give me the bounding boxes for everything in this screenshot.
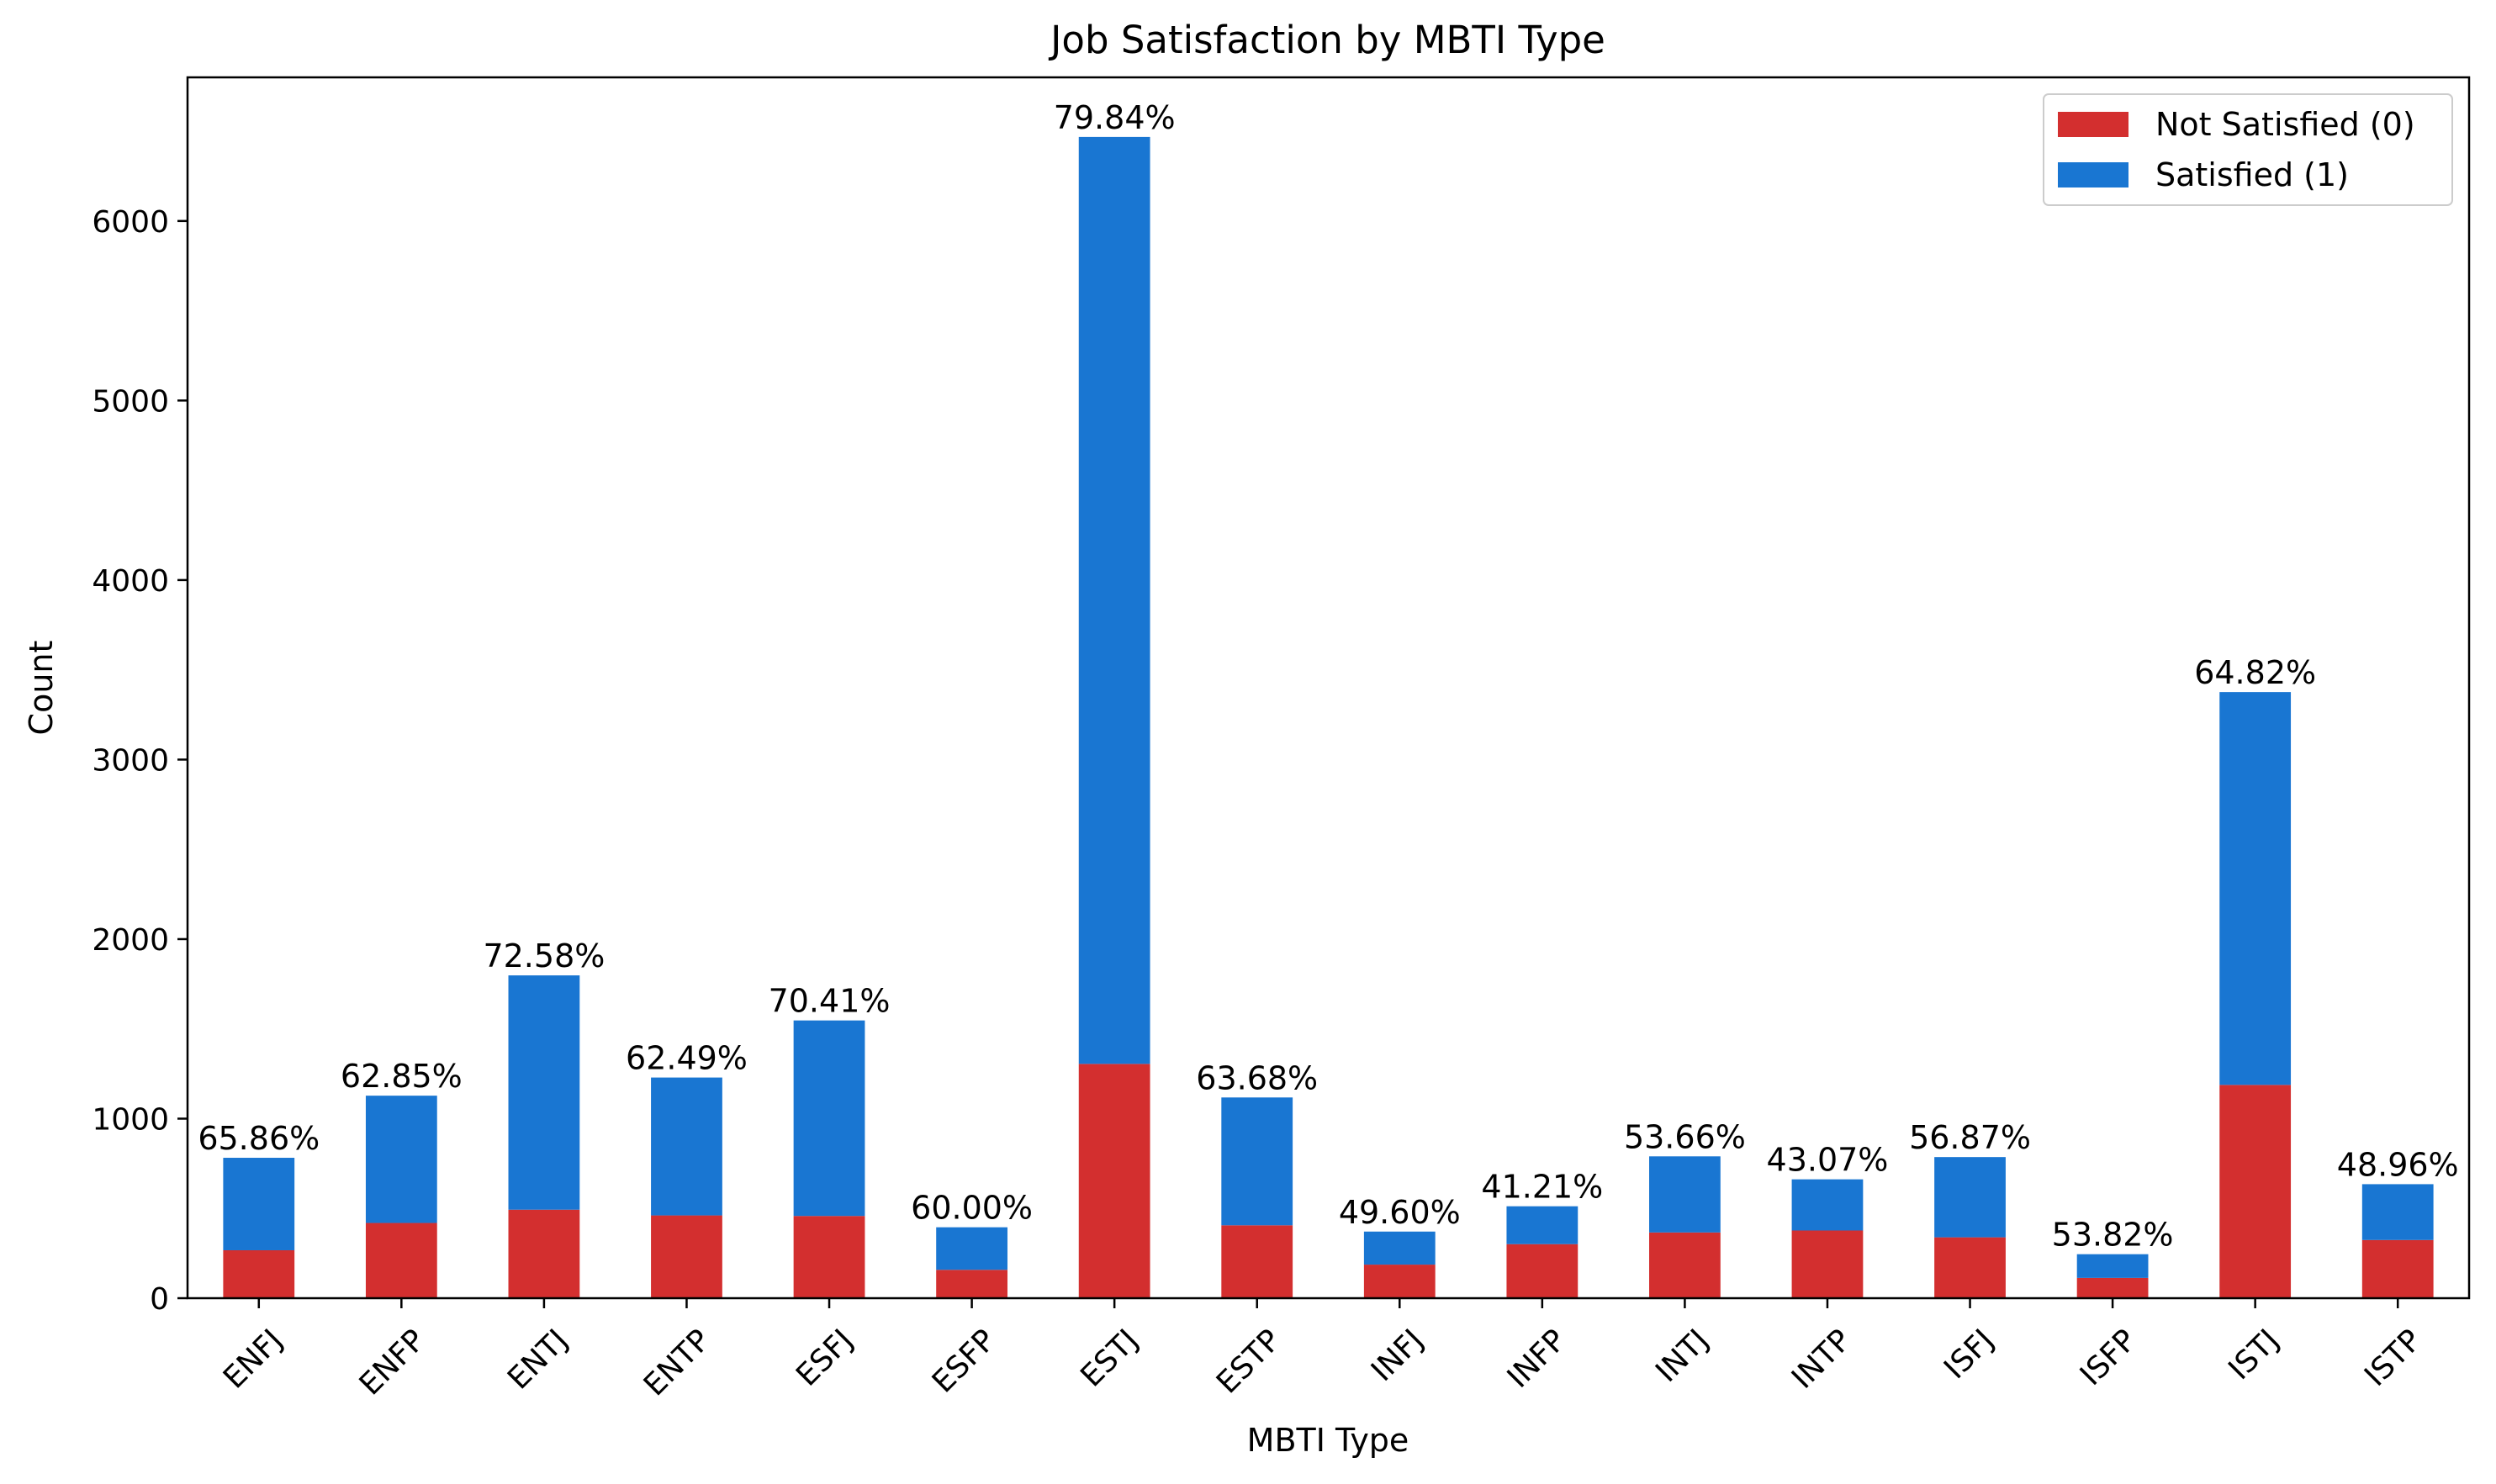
bar-label-estj: 79.84% (1054, 99, 1176, 136)
bar-esfp-satisfied (936, 1227, 1007, 1270)
bar-label-entj: 72.58% (483, 937, 605, 974)
x-tick-label: INTJ (1649, 1323, 1716, 1389)
bar-isfp-not-satisfied (2076, 1277, 2149, 1298)
plot-frame (186, 76, 2471, 1300)
legend: Not Satisfied (0) Satisfied (1) (2043, 93, 2453, 206)
bar-label-enfj: 65.86% (198, 1120, 320, 1157)
bar-intp-not-satisfied (1791, 1230, 1864, 1298)
x-tick-label: INFP (1501, 1323, 1573, 1395)
bar-estp-satisfied (1221, 1097, 1293, 1226)
bar-intj-satisfied (1649, 1156, 1721, 1233)
x-axis: ENFJ ENFP ENTJ ENTP ESFJ ESFP ESTJ ESTP INFJ INFP… (217, 1298, 2429, 1402)
x-tick-label: ENTP (637, 1323, 717, 1402)
bar-label-esfp: 60.00% (911, 1190, 1033, 1227)
bar-istj-not-satisfied (2219, 1085, 2292, 1298)
bar-istp-not-satisfied (2361, 1239, 2434, 1298)
bar-label-entp: 62.49% (626, 1040, 748, 1077)
legend-swatch-satisfied (2058, 162, 2128, 187)
bar-enfj-not-satisfied (223, 1249, 295, 1298)
bar-enfp-not-satisfied (365, 1223, 437, 1298)
x-tick-label: ESTP (1210, 1323, 1288, 1400)
y-axis: 0 1000 2000 3000 4000 5000 6000 (92, 205, 188, 1317)
y-tick-label: 6000 (92, 205, 169, 240)
bar-entj-satisfied (508, 975, 580, 1210)
chart-title: Job Satisfaction by MBTI Type (1048, 18, 1605, 62)
x-tick-label: ISTP (2358, 1323, 2429, 1393)
x-tick-label: ISFJ (1938, 1323, 2001, 1386)
bar-label-isfp: 53.82% (2052, 1217, 2174, 1254)
y-tick-label: 4000 (92, 564, 169, 599)
x-tick-label: ESFJ (790, 1323, 859, 1392)
bar-label-infp: 41.21% (1481, 1169, 1603, 1206)
bar-enfp-satisfied (365, 1096, 437, 1223)
bar-istp-satisfied (2361, 1184, 2434, 1240)
bar-infj-satisfied (1363, 1231, 1436, 1265)
y-tick-label: 2000 (92, 923, 169, 958)
legend-swatch-not-satisfied (2058, 112, 2128, 137)
bar-estp-not-satisfied (1221, 1225, 1293, 1298)
bar-label-infj: 49.60% (1339, 1194, 1461, 1231)
x-tick-label: INTP (1785, 1323, 1858, 1395)
bar-isfp-satisfied (2076, 1254, 2149, 1278)
bar-esfj-satisfied (793, 1020, 865, 1217)
bar-infj-not-satisfied (1363, 1265, 1436, 1298)
bar-label-enfp: 62.85% (341, 1058, 463, 1095)
bar-esfj-not-satisfied (793, 1216, 865, 1298)
bar-label-esfj: 70.41% (769, 983, 891, 1020)
bar-entp-satisfied (651, 1077, 722, 1216)
x-tick-label: ENFJ (217, 1323, 289, 1395)
bar-isfj-not-satisfied (1934, 1237, 2006, 1298)
bar-infp-not-satisfied (1506, 1244, 1579, 1298)
x-tick-label: ESFP (926, 1323, 1002, 1399)
bars-layer (223, 136, 2434, 1298)
x-tick-label: ISFP (2074, 1323, 2144, 1392)
bar-label-estp: 63.68% (1196, 1059, 1318, 1096)
bar-intp-satisfied (1791, 1179, 1864, 1231)
bar-labels-layer: 65.86% 62.85% 72.58% 62.49% 70.41% 60.00% 79.8… (198, 99, 2458, 1254)
y-axis-label: Count (23, 641, 60, 736)
bar-isfj-satisfied (1934, 1157, 2006, 1238)
bar-enfj-satisfied (223, 1158, 295, 1250)
bar-entj-not-satisfied (508, 1209, 580, 1298)
x-tick-label: ESTJ (1074, 1323, 1145, 1393)
bar-esfp-not-satisfied (936, 1270, 1007, 1298)
x-tick-label: ISTJ (2222, 1323, 2286, 1386)
bar-infp-satisfied (1506, 1206, 1579, 1244)
bar-label-isfj: 56.87% (1909, 1119, 2031, 1156)
legend-label-not-satisfied: Not Satisfied (0) (2155, 106, 2415, 143)
y-tick-label: 0 (150, 1282, 169, 1317)
y-tick-label: 5000 (92, 384, 169, 419)
bar-estj-not-satisfied (1078, 1064, 1150, 1298)
bar-label-intj: 53.66% (1624, 1118, 1746, 1155)
legend-label-satisfied: Satisfied (1) (2155, 156, 2349, 193)
x-tick-label: ENFP (353, 1323, 432, 1402)
y-tick-label: 1000 (92, 1102, 169, 1137)
bar-intj-not-satisfied (1649, 1232, 1721, 1298)
bar-entp-not-satisfied (651, 1215, 722, 1298)
bar-label-istp: 48.96% (2337, 1146, 2459, 1183)
bar-istj-satisfied (2219, 692, 2292, 1085)
bar-label-istj: 64.82% (2194, 654, 2316, 691)
x-tick-label: ENTJ (501, 1323, 574, 1396)
x-tick-label: INFJ (1365, 1323, 1430, 1388)
y-tick-label: 3000 (92, 743, 169, 778)
bar-label-intp: 43.07% (1767, 1142, 1889, 1179)
x-axis-label: MBTI Type (1247, 1422, 1409, 1459)
bar-estj-satisfied (1078, 136, 1150, 1064)
legend-frame (2043, 93, 2453, 206)
